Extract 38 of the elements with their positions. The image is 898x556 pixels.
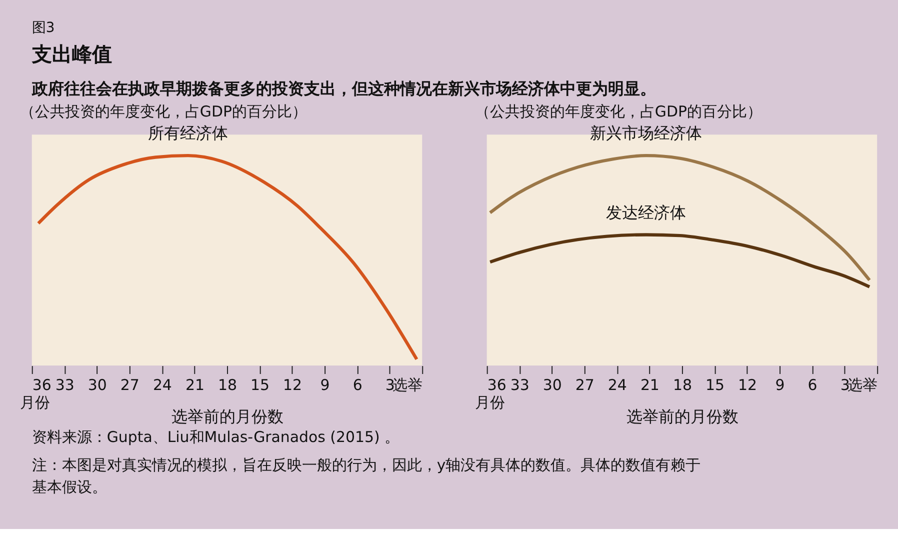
x-tick-label: 24	[152, 376, 172, 394]
x-axis-title: 选举前的月份数	[171, 406, 284, 426]
x-tick-label: 12	[283, 376, 302, 394]
y-axis-title: （公共投资的年度变化，占GDP的百分比）	[20, 102, 307, 121]
series-label: 新兴市场经济体	[590, 124, 702, 143]
series-label: 所有经济体	[148, 124, 228, 143]
chart-title: 支出峰值	[30, 42, 112, 66]
x-tick-label: 24	[608, 376, 627, 394]
x-tick-label: 18	[672, 376, 692, 394]
x-tick-label: 21	[185, 376, 204, 394]
x-tick-label: 9	[775, 376, 785, 394]
x-tick-label: 15	[705, 376, 724, 394]
x-tick-label: 36	[487, 376, 506, 394]
text: 注：本图是对真实情况的模拟，旨在反映一般的行为，因此，y轴没有具体的数值。具体的数值有赖于基本假设。	[32, 456, 701, 496]
x-tick-label: 15	[250, 376, 270, 394]
x-tick-label: 12	[738, 376, 758, 394]
text: 资料来源：Gupta、Liu和Mulas-Granados (2015) 。	[32, 428, 400, 446]
x-tick-label: 9	[320, 376, 330, 394]
x-tick-label: 33	[510, 376, 530, 394]
x-tick-label: 选举	[848, 376, 878, 394]
x-axis-title: 选举前的月份数	[626, 406, 738, 426]
x-tick-label: 27	[120, 376, 140, 394]
series-label: 发达经济体	[606, 202, 686, 222]
x-tick-label: 6	[352, 376, 362, 394]
x-tick-label: 选举	[392, 376, 423, 394]
x-tick-label: 30	[88, 376, 107, 394]
text: 月份	[20, 393, 50, 412]
chart-subtitle: 政府往往会在执政早期拨备更多的投资支出，但这种情况在新兴市场经济体中更为明显。	[30, 78, 656, 98]
x-tick-label: 27	[575, 376, 594, 394]
x-tick-label: 33	[55, 376, 74, 394]
y-axis-title: （公共投资的年度变化，占GDP的百分比）	[474, 102, 762, 121]
x-tick-label: 21	[640, 376, 660, 394]
x-tick-label: 6	[808, 376, 818, 394]
x-tick-label: 18	[218, 376, 237, 394]
x-tick-label: 36	[32, 376, 52, 394]
text: 月份	[474, 393, 505, 412]
caption: 图3	[32, 20, 55, 36]
x-tick-label: 30	[542, 376, 562, 394]
